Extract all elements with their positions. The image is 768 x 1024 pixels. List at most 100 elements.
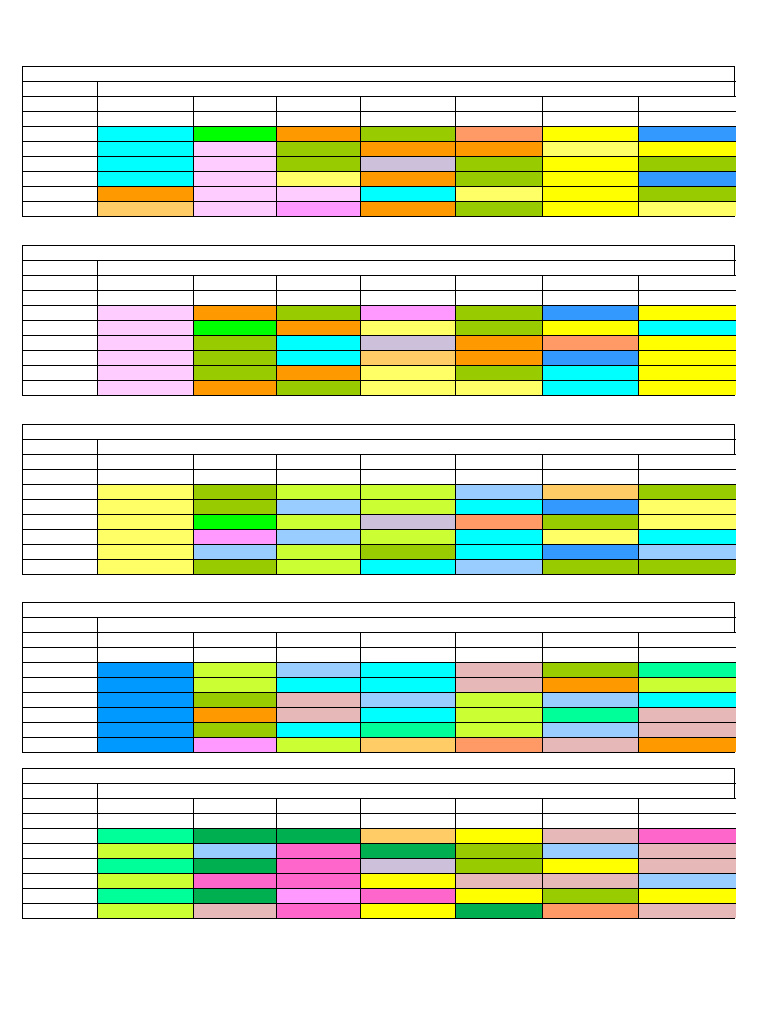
timetable-cell <box>639 276 736 291</box>
timetable-label-fill <box>98 618 736 633</box>
timetable-cell <box>98 708 194 723</box>
row-header-cell <box>23 515 98 530</box>
timetable-cell <box>277 455 361 470</box>
timetable-cell <box>277 693 361 708</box>
timetable-cell <box>639 112 736 127</box>
timetable-cell <box>361 187 456 202</box>
row-header-cell <box>23 127 98 142</box>
timetable-cell <box>277 799 361 814</box>
timetable-cell <box>98 127 194 142</box>
timetable-cell <box>361 678 456 693</box>
timetable-cell <box>277 904 361 918</box>
timetable-cell <box>277 874 361 889</box>
timetable-cell <box>194 859 277 874</box>
row-header-cell <box>23 545 98 560</box>
row-header-cell <box>23 678 98 693</box>
timetable-cell <box>98 470 194 485</box>
row-header-cell <box>23 142 98 157</box>
timetable-cell <box>98 112 194 127</box>
timetable-label-cell <box>23 784 98 799</box>
timetable-cell <box>639 874 736 889</box>
timetable-cell <box>639 172 736 187</box>
timetable-cell <box>277 663 361 678</box>
row-header-cell <box>23 693 98 708</box>
row-header-cell <box>23 381 98 395</box>
timetable-cell <box>543 545 639 560</box>
timetable-cell <box>543 336 639 351</box>
timetable-cell <box>98 829 194 844</box>
timetable-cell <box>456 904 543 918</box>
row-header-cell <box>23 738 98 752</box>
timetable-cell <box>194 678 277 693</box>
timetable-cell <box>277 723 361 738</box>
timetable-title-row <box>23 246 736 261</box>
timetable-cell <box>361 859 456 874</box>
timetable-block <box>22 66 736 217</box>
timetable-cell <box>639 321 736 336</box>
timetable-cell <box>98 889 194 904</box>
timetable-cell <box>277 112 361 127</box>
timetable-cell <box>639 500 736 515</box>
timetable-cell <box>361 306 456 321</box>
timetable-cell <box>277 97 361 112</box>
timetable-cell <box>194 648 277 663</box>
timetable-cell <box>543 202 639 216</box>
timetable-cell <box>543 366 639 381</box>
row-header-cell <box>23 157 98 172</box>
timetable-cell <box>98 723 194 738</box>
timetable-cell <box>543 321 639 336</box>
timetable-cell <box>361 738 456 752</box>
row-header-cell <box>23 455 98 470</box>
timetable-cell <box>543 485 639 500</box>
row-header-cell <box>23 799 98 814</box>
timetable-cell <box>639 723 736 738</box>
timetable-cell <box>639 799 736 814</box>
timetable-cell <box>456 202 543 216</box>
timetable-cell <box>361 545 456 560</box>
timetable-cell <box>98 844 194 859</box>
row-header-cell <box>23 560 98 574</box>
timetable-cell <box>361 485 456 500</box>
timetable-cell <box>543 276 639 291</box>
timetable-cell <box>639 515 736 530</box>
row-header-cell <box>23 112 98 127</box>
row-header-cell <box>23 708 98 723</box>
timetable-cell <box>543 799 639 814</box>
timetable-cell <box>194 202 277 216</box>
timetable-cell <box>361 829 456 844</box>
timetable-cell <box>456 844 543 859</box>
timetable-cell <box>456 874 543 889</box>
timetable-cell <box>639 904 736 918</box>
timetable-cell <box>98 648 194 663</box>
row-header-cell <box>23 485 98 500</box>
timetable-cell <box>98 814 194 829</box>
row-header-cell <box>23 336 98 351</box>
timetable-cell <box>456 708 543 723</box>
timetable-cell <box>194 321 277 336</box>
timetable-cell <box>194 470 277 485</box>
timetable-title-row <box>23 425 736 440</box>
timetable-cell <box>277 127 361 142</box>
timetable-cell <box>543 648 639 663</box>
timetable-title-row <box>23 769 736 784</box>
timetable-cell <box>361 560 456 574</box>
timetable-cell <box>456 142 543 157</box>
timetable-block <box>22 602 736 753</box>
timetable-label-fill <box>98 440 736 455</box>
timetable-cell <box>361 889 456 904</box>
timetable-cell <box>98 663 194 678</box>
row-header-cell <box>23 202 98 216</box>
timetable-cell <box>361 904 456 918</box>
timetable-cell <box>456 485 543 500</box>
timetable-cell <box>277 157 361 172</box>
timetable-cell <box>639 381 736 395</box>
timetable-cell <box>456 859 543 874</box>
timetable-cell <box>277 470 361 485</box>
timetable-cell <box>98 560 194 574</box>
timetable-cell <box>277 381 361 395</box>
timetable-cell <box>639 157 736 172</box>
timetable-cell <box>456 187 543 202</box>
timetable-cell <box>456 112 543 127</box>
timetable-cell <box>98 142 194 157</box>
timetable-cell <box>277 889 361 904</box>
